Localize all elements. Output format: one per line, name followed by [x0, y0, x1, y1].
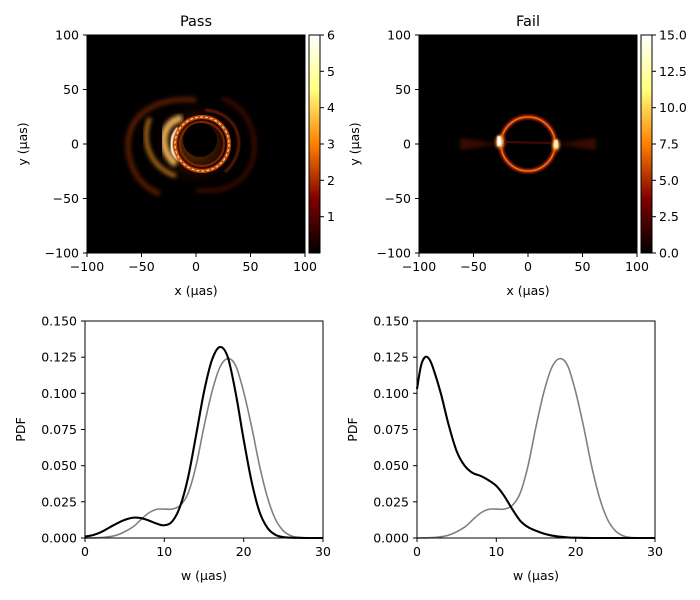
pass-pdf-ytick: 0.000 [41, 531, 77, 546]
pass-xtick: 50 [243, 259, 259, 274]
pass-xtick: 0 [192, 259, 200, 274]
panel-pass-pdf: 0 10 20 30 0.000 0.025 0.050 0.075 0.100… [13, 314, 331, 584]
pass-cbar-tick: 3 [327, 137, 335, 152]
fail-pdf-lines [415, 355, 656, 540]
pass-pdf-ylabel: PDF [13, 417, 28, 441]
pass-xtick: −50 [128, 259, 154, 274]
fail-pdf-ytick: 0.025 [373, 494, 409, 509]
pass-xtick: 100 [293, 259, 317, 274]
pass-pdf-y-ticks: 0.000 0.025 0.050 0.075 0.100 0.125 0.15… [41, 314, 85, 546]
fail-cbar-tick: 12.5 [659, 64, 687, 79]
fail-cbar-tick: 5.0 [659, 173, 679, 188]
pass-pdf-ytick: 0.025 [41, 494, 77, 509]
pass-cbar-tick: 6 [327, 28, 335, 43]
pass-pdf-xtick: 30 [315, 544, 331, 559]
fail-xtick: 50 [575, 259, 591, 274]
fail-pdf-xlabel: w (μas) [513, 568, 559, 583]
pass-pdf-x-ticks: 0 10 20 30 [81, 538, 331, 559]
fail-pdf-series-1 [415, 355, 655, 540]
fail-ytick: 50 [395, 82, 411, 97]
fail-pdf-ytick: 0.125 [373, 350, 409, 365]
fail-cbar-tick: 10.0 [659, 100, 687, 115]
fail-y-ticks: 100 50 0 −50 −100 [377, 28, 419, 261]
panel-fail-image: Fail −100 −50 0 50 [347, 14, 687, 298]
panel-pass-image: Pass −100 −50 0 [15, 14, 335, 298]
fail-xtick: −50 [460, 259, 486, 274]
pass-pdf-lines [84, 345, 324, 540]
fail-pdf-ytick: 0.100 [373, 386, 409, 401]
pass-xlabel: x (μas) [174, 283, 217, 298]
pass-ytick: −50 [53, 191, 79, 206]
pass-xtick: −100 [70, 259, 104, 274]
fail-pdf-ylabel: PDF [345, 417, 360, 441]
pass-cbar-tick: 2 [327, 173, 335, 188]
panel-fail-pdf: 0 10 20 30 0.000 0.025 0.050 0.075 0.100… [345, 314, 663, 584]
pass-pdf-ytick: 0.125 [41, 350, 77, 365]
pass-ylabel: y (μas) [15, 122, 30, 165]
pass-ytick: 100 [55, 28, 79, 43]
pass-ytick: 0 [71, 137, 79, 152]
pass-colorbar: 1 2 3 4 5 6 [308, 28, 335, 254]
fail-ytick: −100 [377, 246, 411, 261]
pass-pdf-xtick: 0 [81, 544, 89, 559]
fail-pdf-series-0 [416, 357, 656, 539]
fail-image-content [460, 114, 596, 174]
pass-pdf-ytick: 0.150 [41, 314, 77, 329]
fail-pdf-y-ticks: 0.000 0.025 0.050 0.075 0.100 0.125 0.15… [373, 314, 417, 546]
fail-xtick: 0 [524, 259, 532, 274]
fail-pdf-ytick: 0.000 [373, 531, 409, 546]
fail-xtick: −100 [402, 259, 436, 274]
fail-pdf-ytick: 0.150 [373, 314, 409, 329]
pass-cbar-tick: 4 [327, 100, 335, 115]
pass-cbar-tick: 1 [327, 209, 335, 224]
pass-cbar-tick: 5 [327, 64, 335, 79]
pass-y-ticks: 100 50 0 −50 −100 [45, 28, 87, 261]
fail-cbar-tick: 2.5 [659, 209, 679, 224]
fail-title: Fail [516, 14, 540, 30]
fail-pdf-ytick: 0.050 [373, 458, 409, 473]
fail-ytick: −50 [385, 191, 411, 206]
fail-pdf-x-ticks: 0 10 20 30 [413, 538, 663, 559]
fail-pdf-xtick: 0 [413, 544, 421, 559]
fail-pdf-ytick: 0.075 [373, 422, 409, 437]
pass-pdf-ytick: 0.100 [41, 386, 77, 401]
fail-colorbar: 0.0 2.5 5.0 7.5 10.0 12.5 15.0 [640, 28, 687, 261]
fail-xlabel: x (μas) [506, 283, 549, 298]
fail-xtick: 100 [625, 259, 649, 274]
pass-x-ticks: −100 −50 0 50 100 [70, 253, 317, 274]
fail-ylabel: y (μas) [347, 122, 362, 165]
pass-pdf-xtick: 10 [156, 544, 172, 559]
fail-ytick: 100 [387, 28, 411, 43]
pass-pdf-series-1 [84, 345, 323, 540]
pass-pdf-series-0 [84, 357, 324, 539]
pass-pdf-xlabel: w (μas) [181, 568, 227, 583]
fail-cbar-tick: 0.0 [659, 246, 679, 261]
pass-pdf-ytick: 0.050 [41, 458, 77, 473]
pass-image-content [125, 96, 257, 197]
fail-pdf-xtick: 30 [647, 544, 663, 559]
fail-cbar-tick: 15.0 [659, 28, 687, 43]
pass-ytick: 50 [63, 82, 79, 97]
pass-pdf-ytick: 0.075 [41, 422, 77, 437]
pass-ytick: −100 [45, 246, 79, 261]
pass-pdf-xtick: 20 [236, 544, 252, 559]
pass-title: Pass [180, 14, 212, 30]
fail-pdf-xtick: 20 [568, 544, 584, 559]
fail-pdf-xtick: 10 [488, 544, 504, 559]
fail-cbar-tick: 7.5 [659, 137, 679, 152]
fail-ytick: 0 [403, 137, 411, 152]
fail-x-ticks: −100 −50 0 50 100 [402, 253, 649, 274]
